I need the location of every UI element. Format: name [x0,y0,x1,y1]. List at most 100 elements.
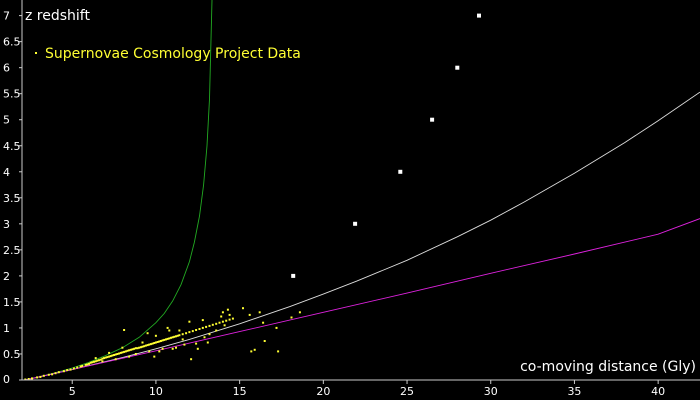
supernova-point [250,350,253,353]
supernova-point [191,330,194,333]
supernova-point [101,357,104,360]
supernova-point [225,319,228,322]
supernova-point [298,311,301,314]
supernova-point [263,340,266,342]
supernova-point [161,339,164,342]
supernova-point [215,322,218,325]
supernova-point [171,347,174,350]
supernova-point [156,341,159,343]
supernova-point [215,329,218,332]
supernova-point [36,376,39,379]
y-tick-label: 6.5 [3,36,21,49]
supernova-point [161,347,164,350]
supernova-point [205,325,208,328]
legend: Supernovae Cosmology Project Data [35,46,301,62]
redshift-marker [430,117,435,122]
supernova-point [248,313,251,316]
supernova-point [69,368,72,371]
supernova-point [54,372,57,375]
y-axis-title: z redshift [25,8,90,24]
x-tick-label: 10 [149,385,163,398]
x-tick-label: 30 [484,385,498,398]
supernova-point [128,355,131,358]
y-tick-label: 5.5 [3,88,21,101]
supernova-point [57,371,60,374]
supernova-point [181,333,184,336]
series-1-line [25,0,213,380]
redshift-marker [353,221,358,226]
supernova-point [39,375,42,378]
series-2-line [25,91,700,380]
supernova-point [148,350,151,353]
supernova-point [121,346,124,349]
supernova-point [93,360,95,363]
supernova-point [208,333,211,336]
supernova-point [226,308,229,311]
supernova-point [221,320,224,323]
supernova-point [123,329,126,331]
supernova-point [134,353,137,355]
supernova-point [116,353,119,355]
axes: 5 10 15 20 25 30 35 40 0 0.5 1 1.5 2 2.5 3 3.5 4 4.5 5 5.5 6… [3,0,700,398]
supernova-point [104,356,107,359]
supernova-point [148,343,151,346]
supernova-point [176,334,179,337]
supernova-point [94,360,97,363]
supernova-point [154,341,157,344]
supernova-point [258,311,261,314]
redshift-marker [455,65,460,70]
supernova-point [178,329,181,332]
y-tick-label: 4 [3,166,10,179]
y-tick-label: 0 [3,373,10,386]
supernova-point [141,341,144,344]
supernova-point [136,347,139,350]
supernova-point [208,324,211,327]
supernova-point [81,364,84,367]
supernova-point [168,329,171,332]
supernova-point [163,338,166,341]
supernova-point [128,349,131,352]
supernova-point [66,369,69,372]
supernova-point [153,342,156,344]
y-tick-label: 4.5 [3,140,21,153]
supernova-point [242,307,244,310]
supernova-point [149,343,152,346]
supernova-point [31,377,33,380]
supernova-point [89,361,92,364]
supernova-point [195,342,198,345]
supernova-point [113,354,116,356]
supernova-point [277,350,280,353]
supernova-point [171,336,174,339]
supernova-point [206,341,209,344]
supernova-point [108,351,111,354]
y-tick-label: 0.5 [3,348,21,361]
y-tick-label: 3 [3,218,10,231]
redshift-marker [477,13,481,18]
supernova-point [51,373,54,376]
supernova-point [109,355,112,358]
supernova-point [220,315,223,318]
supernova-point [181,338,184,341]
supernova-point [121,351,124,354]
y-tick-label: 5 [3,114,10,127]
supernova-point [203,336,206,339]
supernova-point [223,324,226,327]
supernova-point [218,321,221,324]
supernova-point [290,316,293,319]
supernova-point [166,337,169,340]
supernova-point [88,362,90,365]
supernova-point [146,332,149,335]
supernova-point [99,358,102,361]
supernova-point [151,342,154,345]
x-tick-label: 20 [316,385,330,398]
supernova-point [119,351,122,354]
supernova-point [143,345,146,348]
supernova-point [159,340,162,342]
redshift-marker [291,273,296,278]
supernova-point [126,349,129,352]
supernova-point [114,358,117,361]
supernova-point [76,366,79,369]
supernova-point [131,348,134,351]
supernova-point [195,329,198,331]
